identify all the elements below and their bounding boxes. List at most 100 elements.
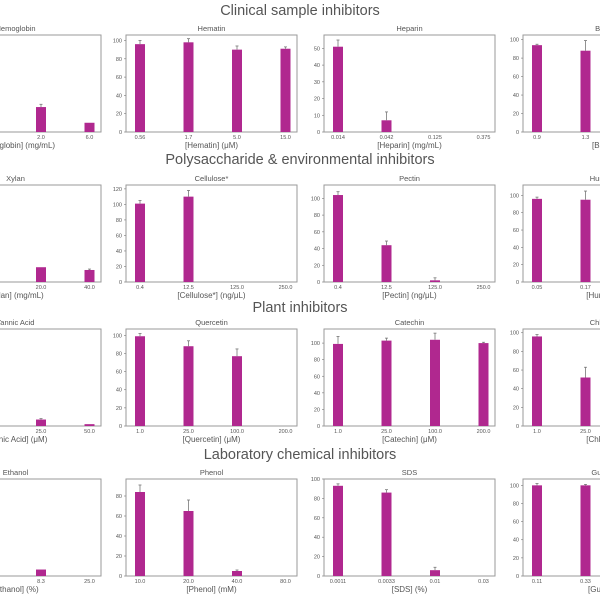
- y-tick-label: 0: [516, 130, 519, 136]
- panel-ethanol: Ethanol [Ethanol] (%)8.3 25.0: [0, 468, 102, 594]
- x-tick-label: 12.5: [381, 285, 392, 291]
- y-tick-label: 20: [116, 406, 122, 412]
- x-tick-label: 200.0: [279, 429, 293, 435]
- y-tick-label: 80: [116, 494, 122, 500]
- panel-bilirubin: Bilirubin [Bilirubin] 0 20 40 60 80 100 0.9 1.3: [510, 24, 600, 150]
- plot-frame: [125, 478, 298, 577]
- y-tick-label: 60: [513, 368, 519, 374]
- x-tick-label: 6.0: [86, 135, 94, 141]
- x-axis-label: [Hematin] (μM): [185, 141, 238, 150]
- x-axis-label: [Tannic Acid] (μM): [0, 435, 48, 444]
- y-tick-label: 60: [116, 514, 122, 520]
- bar: [36, 569, 46, 576]
- y-tick-label: 20: [513, 263, 519, 269]
- x-tick-label: 25.0: [183, 429, 194, 435]
- y-tick-label: 40: [116, 93, 122, 99]
- bar: [135, 336, 145, 426]
- x-axis-label: [Pectin] (ng/μL): [382, 291, 437, 300]
- x-axis-label: [Catechin] (μM): [382, 435, 437, 444]
- bar: [232, 356, 242, 426]
- x-axis-label: [SDS] (%): [392, 585, 428, 594]
- bar: [183, 42, 194, 132]
- y-tick-label: 0: [317, 424, 320, 430]
- bar: [532, 198, 542, 282]
- y-tick-label: 40: [513, 245, 519, 251]
- x-axis-label: [Guanidine]: [588, 585, 600, 594]
- bar: [135, 203, 145, 282]
- x-tick-label: 250.0: [279, 285, 293, 291]
- y-tick-label: 10: [314, 113, 320, 119]
- y-tick-label: 20: [513, 405, 519, 411]
- panel-title: Ethanol: [3, 468, 29, 477]
- y-tick-label: 0: [317, 280, 320, 286]
- bar: [84, 424, 95, 426]
- y-tick-label: 0: [119, 280, 122, 286]
- panel-title: Humic Acid: [590, 174, 600, 183]
- x-tick-label: 125.0: [230, 285, 244, 291]
- plot-frame: [0, 184, 102, 283]
- y-tick-label: 0: [317, 574, 320, 580]
- plot-frame: [323, 184, 496, 283]
- y-tick-label: 30: [314, 80, 320, 86]
- bar: [381, 120, 392, 132]
- x-axis-label: [Heparin] (mg/mL): [377, 141, 442, 150]
- y-tick-label: 20: [314, 407, 320, 413]
- plot-frame: [323, 328, 496, 427]
- panel-humic-acid: Humic Acid [Humic Acid] 0 20 40 60 80 100 0.05 0.…: [510, 174, 600, 300]
- y-tick-label: 80: [513, 211, 519, 217]
- panel-title: Hemoglobin: [0, 24, 36, 33]
- bar: [430, 570, 440, 576]
- y-tick-label: 40: [116, 388, 122, 394]
- x-tick-label: 25.0: [381, 429, 392, 435]
- y-tick-label: 100: [113, 202, 122, 208]
- plot-frame: [125, 184, 298, 283]
- x-tick-label: 1.0: [533, 429, 541, 435]
- panel-title: Catechin: [395, 318, 425, 327]
- x-tick-label: 125.0: [428, 285, 442, 291]
- x-tick-label: 0.042: [380, 135, 394, 141]
- y-tick-label: 40: [314, 391, 320, 397]
- panel-title: Cellulose*: [195, 174, 229, 183]
- y-tick-label: 80: [513, 349, 519, 355]
- x-tick-label: 8.3: [37, 579, 45, 585]
- panel-phenol: Phenol [Phenol] (mM) 0 20 40 60 80 10.0 20.0 40.0…: [116, 468, 298, 594]
- bar: [36, 267, 46, 282]
- panel-guanidine: Guanidine [Guanidine] 0 20 40 60 80 100 0.11 0.33: [510, 468, 600, 594]
- y-tick-label: 20: [116, 554, 122, 560]
- y-tick-label: 20: [314, 555, 320, 561]
- bar: [381, 245, 392, 282]
- y-tick-label: 0: [516, 280, 519, 286]
- plot-frame: [0, 34, 102, 133]
- panel-sds: SDS [SDS] (%) 0 20 40 60 80 100 0.0011 0.0033 0.01…: [311, 468, 496, 594]
- x-tick-label: 80.0: [280, 579, 291, 585]
- bar: [430, 280, 440, 282]
- bar: [333, 485, 343, 576]
- x-tick-label: 12.5: [183, 285, 194, 291]
- bar: [135, 492, 145, 576]
- x-tick-label: 0.11: [532, 579, 542, 585]
- plot-frame: [125, 34, 298, 133]
- y-tick-label: 0: [119, 130, 122, 136]
- y-tick-label: 40: [314, 535, 320, 541]
- x-axis-label: [Ethanol] (%): [0, 585, 39, 594]
- bar: [84, 269, 95, 282]
- y-tick-label: 50: [314, 46, 320, 52]
- x-tick-label: 100.0: [428, 429, 442, 435]
- y-tick-label: 60: [116, 75, 122, 81]
- plot-frame: [0, 478, 102, 577]
- y-tick-label: 40: [513, 538, 519, 544]
- y-tick-label: 0: [119, 424, 122, 430]
- bar: [381, 492, 392, 576]
- y-tick-label: 100: [311, 196, 320, 202]
- panel-title: Pectin: [399, 174, 420, 183]
- y-tick-label: 60: [116, 370, 122, 376]
- bar: [478, 343, 489, 426]
- panel-title: Guanidine: [591, 468, 600, 477]
- y-tick-label: 80: [513, 56, 519, 62]
- y-tick-label: 60: [513, 520, 519, 526]
- plot-frame: [522, 328, 600, 427]
- x-tick-label: 1.7: [185, 135, 193, 141]
- x-tick-label: 0.05: [532, 285, 543, 291]
- x-tick-label: 250.0: [477, 285, 491, 291]
- y-tick-label: 80: [116, 218, 122, 224]
